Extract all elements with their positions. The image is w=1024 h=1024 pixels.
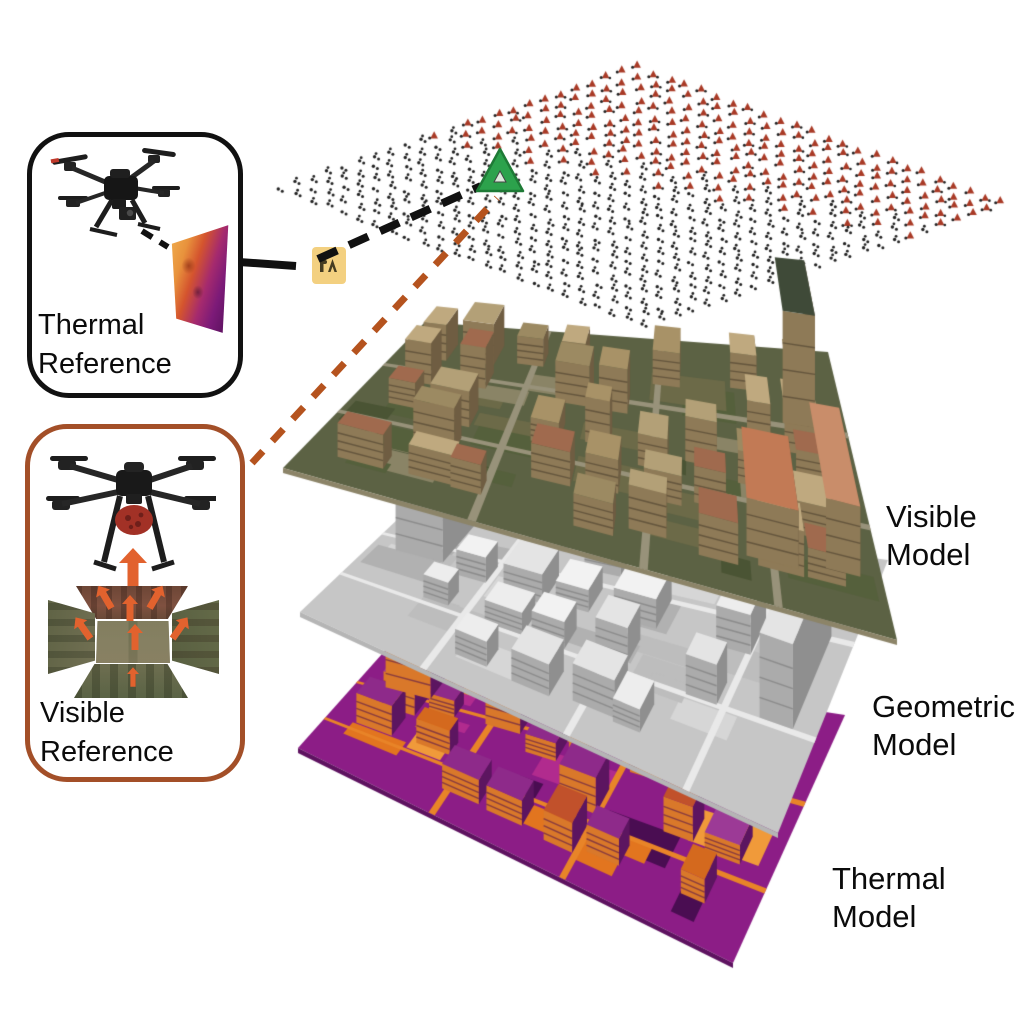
visible-reference-label: Visible Reference (40, 697, 174, 768)
waypoint-badge-icon (312, 247, 346, 284)
orange-arrow-icon (122, 595, 138, 621)
orange-arrow-icon (169, 617, 189, 641)
thermal-reference-box: Thermal Reference (27, 132, 243, 398)
badge-glyph-icon (320, 258, 337, 272)
orange-arrow-icon (127, 624, 143, 650)
thermal-image-patch (171, 225, 229, 333)
aerial-panel-right (172, 600, 219, 674)
orange-arrow-icon (127, 667, 139, 687)
thermal-drone-icon (50, 147, 180, 237)
visible-reference-box: Visible Reference (25, 424, 245, 782)
visible-model-label: Visible Model (886, 499, 977, 572)
orange-up-arrow-icon (119, 548, 147, 588)
visible-drone-icon (46, 456, 216, 572)
geometric-model-label: Geometric Model (872, 689, 1015, 762)
orange-arrow-icon (96, 585, 115, 611)
orange-arrow-icon (146, 585, 165, 611)
orange-arrow-icon (74, 617, 94, 641)
thermal-model-label: Thermal Model (832, 861, 946, 934)
thermal-reference-label: Thermal Reference (38, 309, 172, 380)
